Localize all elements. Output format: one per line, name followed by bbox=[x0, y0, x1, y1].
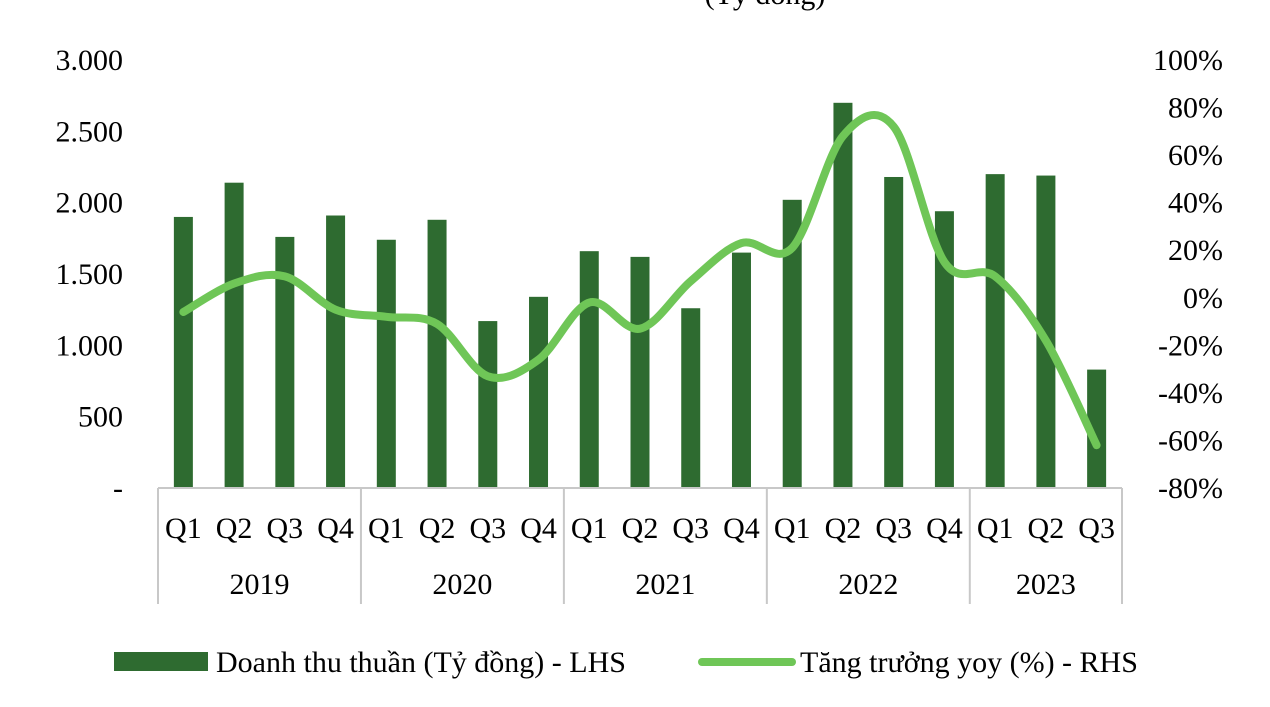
legend-line-label: Tăng trưởng yoy (%) - RHS bbox=[800, 646, 1138, 679]
x-tick-label: Q2 bbox=[216, 512, 253, 545]
left-tick-label: 2.000 bbox=[56, 187, 124, 220]
revenue-bar bbox=[630, 256, 650, 488]
x-group-label: 2020 bbox=[432, 568, 492, 601]
revenue-bar bbox=[985, 174, 1005, 488]
right-tick-label: -80% bbox=[1158, 472, 1223, 505]
x-tick-label: Q1 bbox=[165, 512, 202, 545]
x-tick-label: Q3 bbox=[469, 512, 506, 545]
yoy-growth-line bbox=[179, 111, 1101, 450]
right-tick-label: 100% bbox=[1153, 44, 1223, 77]
revenue-bar bbox=[478, 321, 498, 488]
x-tick-label: Q1 bbox=[571, 512, 608, 545]
left-tick-label: 500 bbox=[78, 401, 123, 434]
x-group-label: 2023 bbox=[1016, 568, 1076, 601]
x-tick-label: Q3 bbox=[672, 512, 709, 545]
x-group-label: 2022 bbox=[838, 568, 898, 601]
line-series bbox=[179, 111, 1101, 450]
revenue-bar bbox=[275, 236, 295, 488]
revenue-bar bbox=[833, 102, 853, 489]
right-tick-label: 80% bbox=[1168, 92, 1223, 125]
x-tick-label: Q3 bbox=[267, 512, 304, 545]
revenue-bar bbox=[934, 211, 954, 488]
left-tick-label: 1.000 bbox=[56, 329, 124, 362]
legend: Doanh thu thuần (Tỷ đồng) - LHS Tăng trưở… bbox=[114, 646, 1138, 679]
left-tick-label: 1.500 bbox=[56, 258, 124, 291]
x-tick-label: Q3 bbox=[1078, 512, 1115, 545]
x-group-label: 2021 bbox=[635, 568, 695, 601]
x-tick-label: Q4 bbox=[926, 512, 963, 545]
revenue-bar bbox=[579, 251, 599, 488]
revenue-bar bbox=[782, 199, 802, 488]
right-tick-label: 60% bbox=[1168, 139, 1223, 172]
revenue-bar bbox=[731, 252, 751, 488]
right-tick-label: 40% bbox=[1168, 187, 1223, 220]
right-y-axis: -80% -60% -40% -20% 0% 20% 40% 60% 80% 100% bbox=[1153, 44, 1223, 505]
revenue-bar bbox=[681, 308, 701, 488]
x-tick-label: Q4 bbox=[723, 512, 760, 545]
x-tick-label: Q1 bbox=[774, 512, 811, 545]
revenue-bar bbox=[173, 216, 193, 488]
x-axis: Q1 Q2 Q3 Q4 Q1 Q2 Q3 Q4 Q1 Q2 Q3 Q4 Q1 Q2 Q3 Q4 Q1 Q2 Q320… bbox=[157, 487, 1123, 604]
x-tick-label: Q2 bbox=[825, 512, 862, 545]
x-group-label: 2019 bbox=[229, 568, 289, 601]
revenue-bar bbox=[1036, 175, 1056, 488]
x-tick-label: Q2 bbox=[622, 512, 659, 545]
x-tick-label: Q2 bbox=[1028, 512, 1065, 545]
revenue-bar bbox=[376, 239, 396, 488]
revenue-bar bbox=[884, 176, 904, 488]
x-tick-label: Q1 bbox=[368, 512, 405, 545]
bar-series bbox=[173, 102, 1107, 489]
x-tick-label: Q4 bbox=[317, 512, 354, 545]
x-tick-label: Q2 bbox=[419, 512, 456, 545]
x-tick-label: Q3 bbox=[875, 512, 912, 545]
chart-title: (Tỷ đồng) bbox=[705, 0, 826, 11]
right-tick-label: -60% bbox=[1158, 424, 1223, 457]
left-tick-label: - bbox=[113, 472, 123, 505]
right-tick-label: 0% bbox=[1183, 282, 1223, 315]
right-tick-label: -20% bbox=[1158, 329, 1223, 362]
right-tick-label: 20% bbox=[1168, 234, 1223, 267]
left-y-axis: - 500 1.000 1.500 2.000 2.500 3.000 bbox=[56, 44, 124, 505]
revenue-bar bbox=[427, 219, 447, 488]
legend-bar-swatch bbox=[114, 652, 208, 671]
right-tick-label: -40% bbox=[1158, 377, 1223, 410]
revenue-bar bbox=[1087, 369, 1107, 488]
legend-bar-label: Doanh thu thuần (Tỷ đồng) - LHS bbox=[216, 646, 626, 679]
revenue-bar bbox=[326, 215, 346, 489]
x-tick-label: Q4 bbox=[520, 512, 557, 545]
left-tick-label: 3.000 bbox=[56, 44, 124, 77]
left-tick-label: 2.500 bbox=[56, 115, 124, 148]
revenue-bar bbox=[224, 182, 244, 488]
revenue-bar bbox=[529, 296, 549, 488]
x-tick-label: Q1 bbox=[977, 512, 1014, 545]
